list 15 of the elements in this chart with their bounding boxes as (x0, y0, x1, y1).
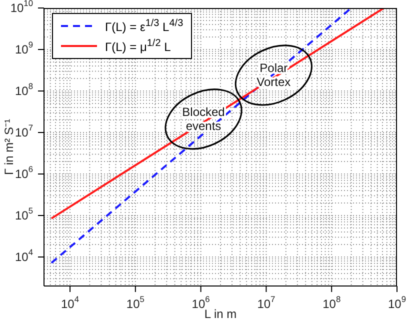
x-tick-label: 10$^{4}$ (61, 294, 80, 311)
y-axis-title: Γ in m² S⁻¹ (2, 119, 16, 175)
y-tick-label: 10$^{4}$ (14, 246, 34, 264)
legend-label: Γ(L) = μ$^{1/2}$ L (105, 38, 171, 54)
x-tick-label: 10$^{7}$ (257, 294, 276, 311)
y-tick-label: 10$^{8}$ (14, 81, 34, 98)
y-tick-label: 10$^{7}$ (14, 122, 34, 140)
y-tick-label: 10$^{6}$ (14, 164, 34, 181)
x-tick-label: 10$^{9}$ (388, 294, 406, 311)
x-tick-label: 10$^{8}$ (322, 294, 341, 311)
legend-label: Γ(L) = ε$^{1/3}$ L$^{4/3}$ (105, 18, 184, 34)
x-tick-label: 10$^{5}$ (126, 294, 145, 311)
y-tick-label: 10$^{10}$ (10, 0, 34, 15)
y-tick-label: 10$^{5}$ (14, 205, 34, 222)
y-tick-label: 10$^{9}$ (14, 40, 34, 56)
